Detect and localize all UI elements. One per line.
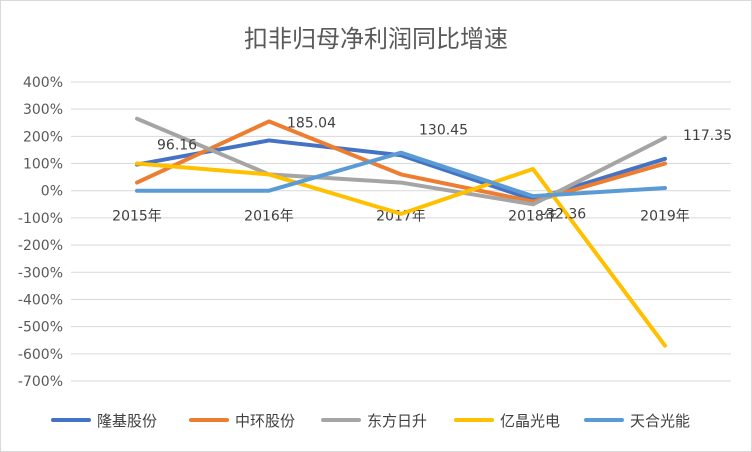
series-line-1	[135, 119, 667, 204]
y-tick-label: -600%	[18, 347, 63, 363]
y-tick-label: -400%	[18, 292, 63, 308]
y-tick-label: -500%	[18, 320, 63, 336]
series-line-4	[135, 150, 667, 199]
data-label: 185.04	[287, 115, 336, 131]
data-labels: 96.16 185.04 130.45 -32.36 117.35	[157, 115, 732, 222]
series-line-2	[135, 116, 667, 207]
y-tick-label: -300%	[18, 265, 63, 281]
x-category-label: 2017年	[376, 209, 426, 225]
x-category-label: 2018年	[508, 209, 558, 225]
series-line-0	[135, 138, 667, 202]
x-axis-category-labels: 2015年 2016年 2017年 2018年 2019年	[112, 209, 690, 225]
legend: 隆基股份 中环股份 东方日升 亿晶光电 天合光能	[51, 412, 690, 430]
legend-label: 天合光能	[630, 412, 690, 430]
legend-label: 中环股份	[235, 412, 295, 430]
y-tick-label: -100%	[18, 211, 63, 227]
data-label: 96.16	[157, 138, 197, 154]
series-line-3	[135, 161, 667, 348]
y-tick-label: 400%	[23, 75, 63, 91]
series-lines	[135, 116, 667, 348]
y-tick-label: 100%	[23, 157, 63, 173]
legend-label: 隆基股份	[97, 412, 157, 430]
x-category-label: 2019年	[640, 209, 690, 225]
data-label: 117.35	[683, 128, 732, 144]
y-tick-label: -700%	[18, 374, 63, 390]
legend-label: 亿晶光电	[500, 412, 560, 430]
data-label: -32.36	[541, 207, 586, 223]
chart-title: 扣非归母净利润同比增速	[244, 25, 508, 53]
y-axis-tick-labels: 400% 300% 200% 100% 0% -100% -200% -300% -400% -5…	[18, 75, 63, 390]
x-category-label: 2016年	[244, 209, 294, 225]
legend-label: 东方日升	[367, 412, 427, 430]
y-tick-label: 300%	[23, 102, 63, 118]
y-tick-label: 0%	[41, 184, 63, 200]
gridlines	[71, 81, 731, 382]
y-tick-label: 200%	[23, 129, 63, 145]
x-category-label: 2015年	[112, 209, 162, 225]
y-tick-label: -200%	[18, 238, 63, 254]
data-label: 130.45	[419, 122, 468, 138]
